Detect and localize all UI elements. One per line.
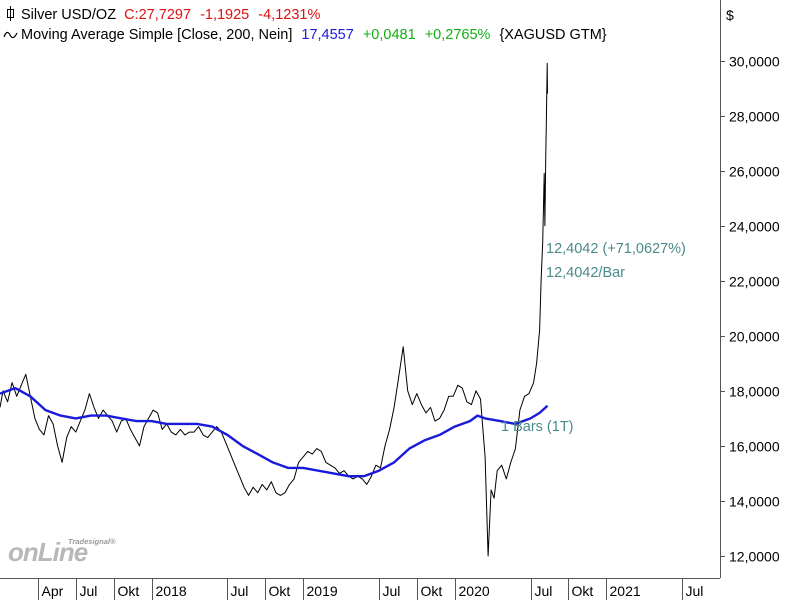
header-line-2: Moving Average Simple [Close, 200, Nein]…: [3, 27, 607, 43]
x-tick-label: Okt: [421, 583, 443, 599]
plot-area: [0, 62, 549, 557]
y-tick-label: 16,0000: [729, 439, 780, 455]
y-axis-unit: $: [726, 7, 734, 23]
price-line[interactable]: [0, 62, 548, 557]
measure-annotations: 12,4042 (+71,0627%) 12,4042/Bar 1 Bars (…: [501, 241, 686, 435]
x-tick-label: 2018: [156, 583, 187, 599]
price-change-pct: -4,1231%: [258, 7, 320, 23]
logo-small-text: Tradesignal®: [68, 537, 116, 546]
indicator-name: Moving Average Simple [Close, 200, Nein]: [21, 27, 292, 43]
y-tick-label: 20,0000: [729, 329, 780, 345]
logo-main-text: onLine: [8, 537, 88, 567]
x-tick-label: Jul: [231, 583, 249, 599]
y-tick-label: 18,0000: [729, 384, 780, 400]
x-axis: Apr Jul Okt 2018 Jul Okt 2019 Jul Okt 2020 Jul Okt 2…: [0, 578, 720, 600]
header-line-2-text: Moving Average Simple [Close, 200, Nein]…: [21, 27, 607, 43]
symbol-label: {XAGUSD GTM}: [499, 27, 606, 43]
y-tick-label: 12,0000: [729, 549, 780, 565]
moving-average-line[interactable]: [0, 386, 549, 478]
x-tick-label: Jul: [686, 583, 704, 599]
x-tick-label: Okt: [269, 583, 291, 599]
measure-per-bar: 12,4042/Bar: [546, 265, 625, 281]
x-tick-label: 2021: [610, 583, 641, 599]
y-tick-label: 24,0000: [729, 219, 780, 235]
y-tick-label: 28,0000: [729, 109, 780, 125]
y-tick-label: 30,0000: [729, 54, 780, 70]
indicator-change-pct: +0,2765%: [425, 27, 491, 43]
measure-bars: 1 Bars (1T): [501, 419, 574, 435]
x-tick-label: Jul: [535, 583, 553, 599]
x-ticks: Apr Jul Okt 2018 Jul Okt 2019 Jul Okt 2020 Jul Okt 2…: [38, 578, 704, 600]
x-tick-label: Jul: [80, 583, 98, 599]
price-change: -1,1925: [200, 7, 249, 23]
x-tick-label: 2020: [459, 583, 490, 599]
x-tick-label: Apr: [42, 583, 64, 599]
header-line-1-text: Silver USD/OZ C:27,7297 -1,1925 -4,1231%: [21, 7, 320, 23]
y-tick-label: 14,0000: [729, 494, 780, 510]
y-tick-label: 26,0000: [729, 164, 780, 180]
tradesignal-logo: Tradesignal® onLine: [8, 537, 116, 567]
y-ticks: 12,0000 14,0000 16,0000 18,0000 20,0000 22,00…: [720, 54, 780, 565]
header-line-1: Silver USD/OZ C:27,7297 -1,1925 -4,1231%: [7, 6, 320, 23]
indicator-value: 17,4557: [301, 27, 353, 43]
instrument-name: Silver USD/OZ: [21, 7, 116, 23]
measure-value: 12,4042 (+71,0627%): [546, 241, 686, 257]
y-axis: $ 12,0000 14,0000 16,0000 18,0000 20,0000 22,…: [720, 0, 780, 578]
x-tick-label: Okt: [118, 583, 140, 599]
x-tick-label: 2019: [307, 583, 338, 599]
candlestick-icon: [7, 6, 14, 21]
x-tick-label: Okt: [572, 583, 594, 599]
y-tick-label: 22,0000: [729, 274, 780, 290]
moving-average-icon: [3, 31, 18, 39]
indicator-change: +0,0481: [363, 27, 416, 43]
x-tick-label: Jul: [383, 583, 401, 599]
close-value: C:27,7297: [124, 7, 191, 23]
